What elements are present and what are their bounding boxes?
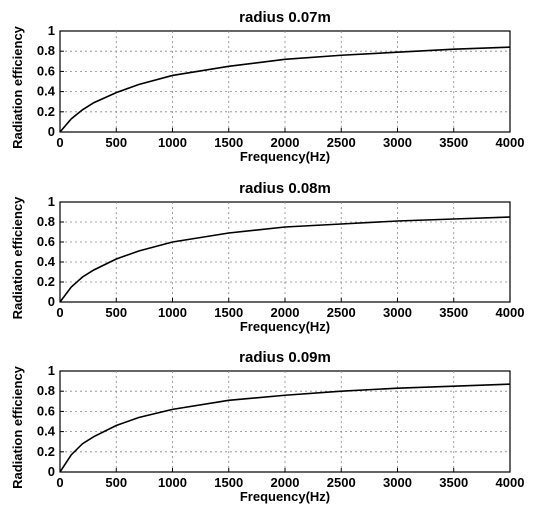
y-tick-label-1-0: 0 bbox=[48, 124, 55, 139]
x-axis-label-3: Frequency(Hz) bbox=[240, 489, 330, 504]
x-tick-label-2-3: 1500 bbox=[214, 305, 243, 320]
y-tick-label-2-4: 0.8 bbox=[37, 214, 55, 229]
x-tick-label-3-8: 4000 bbox=[496, 475, 525, 490]
x-tick-label-3-5: 2500 bbox=[327, 475, 356, 490]
x-tick-label-1-2: 1000 bbox=[158, 135, 187, 150]
y-tick-label-1-5: 1 bbox=[48, 23, 55, 38]
y-tick-label-2-1: 0.2 bbox=[37, 274, 55, 289]
y-tick-label-2-3: 0.6 bbox=[37, 234, 55, 249]
x-axis-label-2: Frequency(Hz) bbox=[240, 319, 330, 334]
y-axis-label-3: Radiation efficiency bbox=[10, 365, 25, 489]
x-tick-label-2-6: 3000 bbox=[383, 305, 412, 320]
x-tick-label-3-1: 500 bbox=[105, 475, 127, 490]
x-tick-label-3-4: 2000 bbox=[271, 475, 300, 490]
x-axis-label-1: Frequency(Hz) bbox=[240, 149, 330, 164]
y-tick-label-1-3: 0.6 bbox=[37, 63, 55, 78]
y-tick-label-3-0: 0 bbox=[48, 464, 55, 479]
x-tick-label-2-8: 4000 bbox=[496, 305, 525, 320]
x-tick-label-1-0: 0 bbox=[56, 135, 63, 150]
chart-title-1: radius 0.07m bbox=[239, 9, 331, 26]
chart-title-2: radius 0.08m bbox=[239, 180, 331, 197]
x-tick-label-2-2: 1000 bbox=[158, 305, 187, 320]
y-tick-label-3-5: 1 bbox=[48, 363, 55, 378]
x-tick-label-2-0: 0 bbox=[56, 305, 63, 320]
x-tick-label-1-3: 1500 bbox=[214, 135, 243, 150]
y-tick-label-3-2: 0.4 bbox=[37, 424, 56, 439]
y-tick-label-2-5: 1 bbox=[48, 194, 55, 209]
x-tick-label-1-7: 3500 bbox=[439, 135, 468, 150]
series-line-2-1 bbox=[59, 216, 511, 303]
x-tick-label-1-6: 3000 bbox=[383, 135, 412, 150]
y-tick-label-3-4: 0.8 bbox=[37, 383, 55, 398]
series-line-3-1 bbox=[59, 383, 511, 473]
y-tick-label-1-1: 0.2 bbox=[37, 104, 55, 119]
x-tick-label-2-5: 2500 bbox=[327, 305, 356, 320]
y-tick-label-3-1: 0.2 bbox=[37, 444, 55, 459]
x-tick-label-1-5: 2500 bbox=[327, 135, 356, 150]
y-axis-label-1: Radiation efficiency bbox=[10, 25, 25, 149]
x-tick-label-1-1: 500 bbox=[105, 135, 127, 150]
x-tick-label-1-8: 4000 bbox=[496, 135, 525, 150]
x-tick-label-3-3: 1500 bbox=[214, 475, 243, 490]
y-tick-label-2-2: 0.4 bbox=[37, 254, 56, 269]
x-tick-label-3-2: 1000 bbox=[158, 475, 187, 490]
y-tick-label-1-4: 0.8 bbox=[37, 43, 55, 58]
y-tick-label-3-3: 0.6 bbox=[37, 403, 55, 418]
y-tick-label-2-0: 0 bbox=[48, 294, 55, 309]
x-tick-label-3-7: 3500 bbox=[439, 475, 468, 490]
x-tick-label-2-7: 3500 bbox=[439, 305, 468, 320]
x-tick-label-3-0: 0 bbox=[56, 475, 63, 490]
x-tick-label-2-1: 500 bbox=[105, 305, 127, 320]
y-axis-label-2: Radiation efficiency bbox=[10, 196, 25, 320]
series-line-1-1 bbox=[59, 46, 511, 133]
x-tick-label-2-4: 2000 bbox=[271, 305, 300, 320]
chart-title-3: radius 0.09m bbox=[239, 349, 331, 366]
y-tick-label-1-2: 0.4 bbox=[37, 84, 56, 99]
x-tick-label-1-4: 2000 bbox=[271, 135, 300, 150]
x-tick-label-3-6: 3000 bbox=[383, 475, 412, 490]
